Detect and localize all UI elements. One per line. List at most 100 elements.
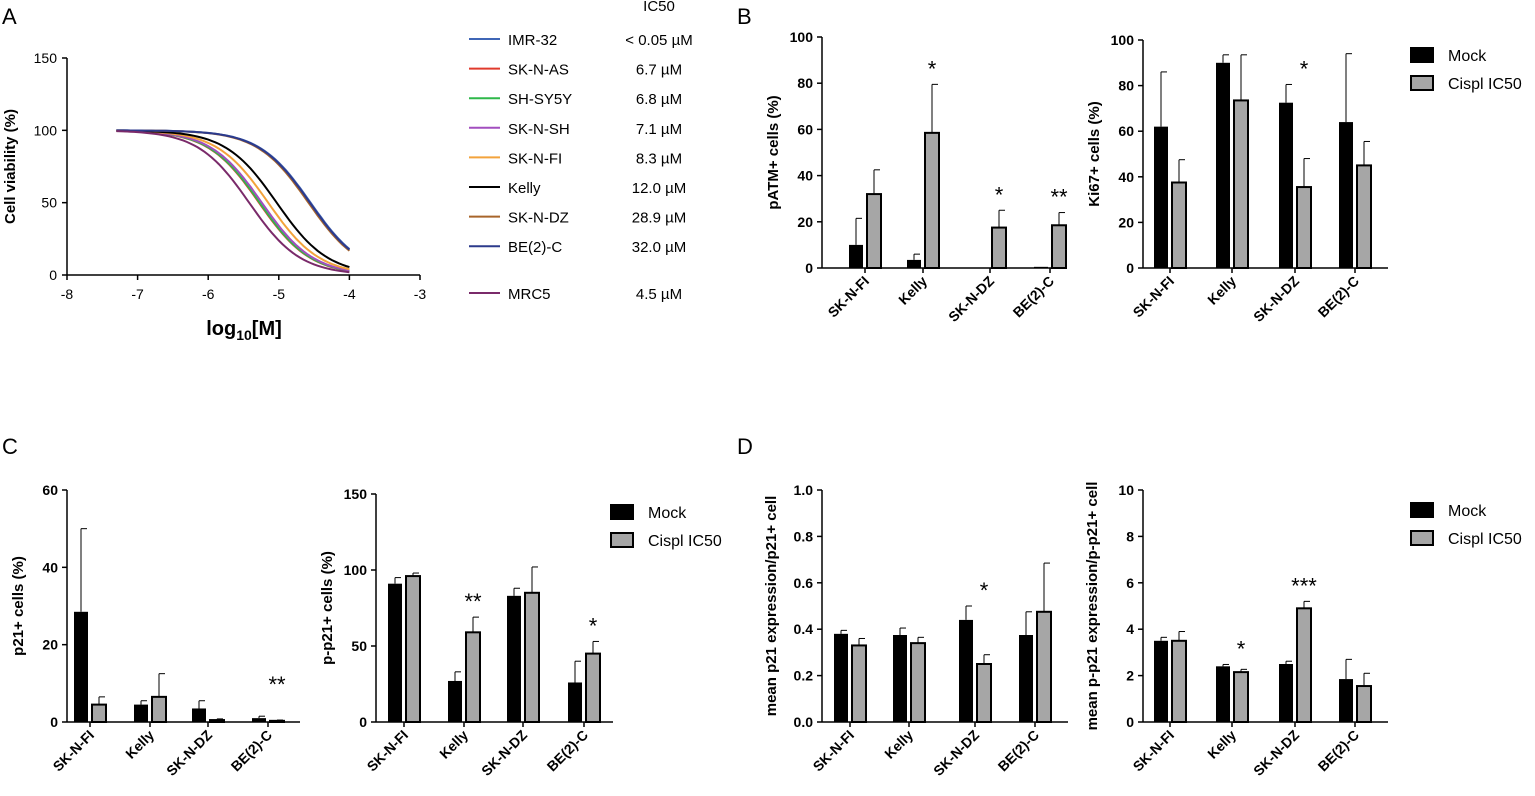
a-y-axis-label: Cell viability (%) bbox=[2, 109, 19, 224]
c1-x-tick-label: BE(2)-C bbox=[228, 727, 276, 775]
d1-x-tick-label: BE(2)-C bbox=[995, 727, 1043, 775]
b1-x-tick-label: SK-N-FI bbox=[825, 273, 873, 321]
c1-y-axis-label: p21+ cells (%) bbox=[10, 556, 27, 656]
d1-y-tick-label: 1.0 bbox=[794, 482, 814, 498]
b2-bar-cispl bbox=[1233, 99, 1249, 269]
a-legend-ic50: < 0.05 µM bbox=[625, 32, 692, 49]
a-curve-sk-n-dz bbox=[116, 129, 351, 252]
b2-bar-mock bbox=[1216, 62, 1230, 268]
c1-bar-mock bbox=[192, 708, 206, 722]
d2-bar-cispl bbox=[1233, 671, 1249, 723]
d2-x-tick-label: BE(2)-C bbox=[1315, 727, 1363, 775]
a-x-tick-label: -4 bbox=[343, 286, 356, 302]
b1-bar-cispl bbox=[1051, 224, 1067, 269]
d1-bar-cispl bbox=[976, 663, 992, 723]
c2-significance: ** bbox=[464, 589, 482, 614]
b1-bar-cispl bbox=[991, 226, 1007, 269]
a-x-tick-label: -7 bbox=[131, 286, 144, 302]
c1-x-tick-label: Kelly bbox=[122, 727, 157, 762]
d2-significance: * bbox=[1237, 636, 1246, 661]
legend-cispl-swatch bbox=[1410, 530, 1434, 546]
d2-y-tick-label: 2 bbox=[1126, 668, 1134, 684]
b2-x-tick-label: SK-N-DZ bbox=[1250, 272, 1302, 324]
c1-bar-mock bbox=[134, 704, 148, 722]
a-legend-ic50: 12.0 µM bbox=[632, 180, 687, 197]
legend-mock-swatch bbox=[610, 504, 634, 520]
b1-bar-mock bbox=[974, 267, 988, 268]
a-legend-ic50: 7.1 µM bbox=[636, 121, 682, 138]
legend-b: Mock Cispl IC50 bbox=[1410, 47, 1522, 93]
a-legend-name: IMR-32 bbox=[508, 32, 557, 49]
c1-y-tick-label: 40 bbox=[42, 559, 58, 575]
b2-bar-mock bbox=[1339, 122, 1353, 268]
b2-y-tick-label: 60 bbox=[1118, 123, 1134, 139]
a-curve-mrc5 bbox=[116, 130, 350, 274]
d1-x-tick-label: Kelly bbox=[881, 727, 916, 762]
b2-x-tick-label: BE(2)-C bbox=[1315, 273, 1363, 321]
b2-y-axis-label: Ki67+ cells (%) bbox=[1086, 101, 1103, 206]
c1-bar-mock bbox=[74, 611, 88, 722]
d2-x-tick-label: SK-N-DZ bbox=[1250, 726, 1302, 778]
c1-bar-cispl bbox=[151, 695, 167, 723]
legend-c: Mock Cispl IC50 bbox=[610, 504, 722, 550]
d1-y-tick-label: 0.0 bbox=[794, 714, 814, 730]
chart-b1: 0 20 40 60 80 100 pATM+ cells (%) SK-N-FI Kelly *… bbox=[765, 29, 1068, 325]
legend-cispl-label: Cispl IC50 bbox=[648, 533, 722, 550]
d1-bar-cispl bbox=[910, 642, 926, 723]
d1-y-tick-label: 0.6 bbox=[794, 575, 814, 591]
c1-bar-cispl bbox=[209, 719, 225, 723]
c2-bar-mock bbox=[448, 680, 462, 722]
a-legend-ic50: 8.3 µM bbox=[636, 150, 682, 167]
b2-x-tick-label: SK-N-FI bbox=[1130, 273, 1178, 321]
a-x-tick-label: -5 bbox=[273, 286, 286, 302]
c2-y-tick-label: 100 bbox=[344, 562, 368, 578]
a-legend-ic50: 32.0 µM bbox=[632, 239, 687, 256]
chart-d1: 0.0 0.2 0.4 0.6 0.8 1.0 mean p21 expression/p2… bbox=[763, 482, 1068, 779]
d1-y-tick-label: 0.4 bbox=[794, 621, 814, 637]
c1-significance: ** bbox=[268, 672, 286, 697]
b1-x-tick-label: Kelly bbox=[895, 273, 930, 308]
b1-x-tick-label: SK-N-DZ bbox=[945, 272, 997, 324]
b2-y-tick-label: 20 bbox=[1118, 214, 1134, 230]
chart-c1: 0 20 40 60 p21+ cells (%) SK-N-FI Kelly SK-N-DZ… bbox=[10, 482, 300, 779]
legend-mock-label: Mock bbox=[1448, 503, 1487, 520]
c2-bar-mock bbox=[507, 595, 521, 722]
a-legend-name: Kelly bbox=[508, 180, 541, 197]
b2-y-tick-label: 0 bbox=[1126, 260, 1134, 276]
c2-x-tick-label: Kelly bbox=[436, 727, 471, 762]
b1-bar-mock bbox=[1034, 266, 1048, 268]
d2-bar-mock bbox=[1279, 664, 1293, 722]
a-curve-be-2-c bbox=[116, 129, 351, 251]
c2-bar-cispl bbox=[405, 575, 421, 724]
panel-label-d: D bbox=[737, 434, 753, 459]
legend-cispl-label: Cispl IC50 bbox=[1448, 76, 1522, 93]
c1-bar-mock bbox=[252, 718, 266, 722]
b2-y-tick-label: 100 bbox=[1111, 32, 1135, 48]
d1-bar-mock bbox=[893, 635, 907, 722]
d1-y-axis-label: mean p21 expression/p21+ cell bbox=[763, 496, 780, 717]
d1-x-tick-label: SK-N-FI bbox=[810, 727, 858, 775]
a-legend-name: SK-N-DZ bbox=[508, 210, 569, 227]
c2-y-tick-label: 50 bbox=[351, 638, 367, 654]
a-x-tick-label: -6 bbox=[202, 286, 215, 302]
a-curve-imr-32 bbox=[116, 129, 351, 250]
a-legend-ic50: 28.9 µM bbox=[632, 210, 687, 227]
legend-mock-swatch bbox=[1410, 502, 1434, 518]
b2-x-tick-label: Kelly bbox=[1204, 273, 1239, 308]
d2-bar-mock bbox=[1339, 679, 1353, 722]
d2-y-tick-label: 4 bbox=[1126, 621, 1134, 637]
a-legend-name: MRC5 bbox=[508, 286, 551, 303]
a-legend-name: SK-N-AS bbox=[508, 62, 569, 79]
b1-significance: ** bbox=[1050, 185, 1068, 210]
a-x-tick-label: -8 bbox=[61, 286, 74, 302]
b1-significance: * bbox=[995, 182, 1004, 207]
a-legend-name: SH-SY5Y bbox=[508, 91, 572, 108]
a-legend-ic50: 6.8 µM bbox=[636, 91, 682, 108]
b2-bar-mock bbox=[1279, 102, 1293, 268]
b1-x-tick-label: BE(2)-C bbox=[1010, 273, 1058, 321]
c2-significance: * bbox=[589, 613, 598, 638]
a-legend-name: BE(2)-C bbox=[508, 239, 562, 256]
a-legend-ic50: 4.5 µM bbox=[636, 286, 682, 303]
